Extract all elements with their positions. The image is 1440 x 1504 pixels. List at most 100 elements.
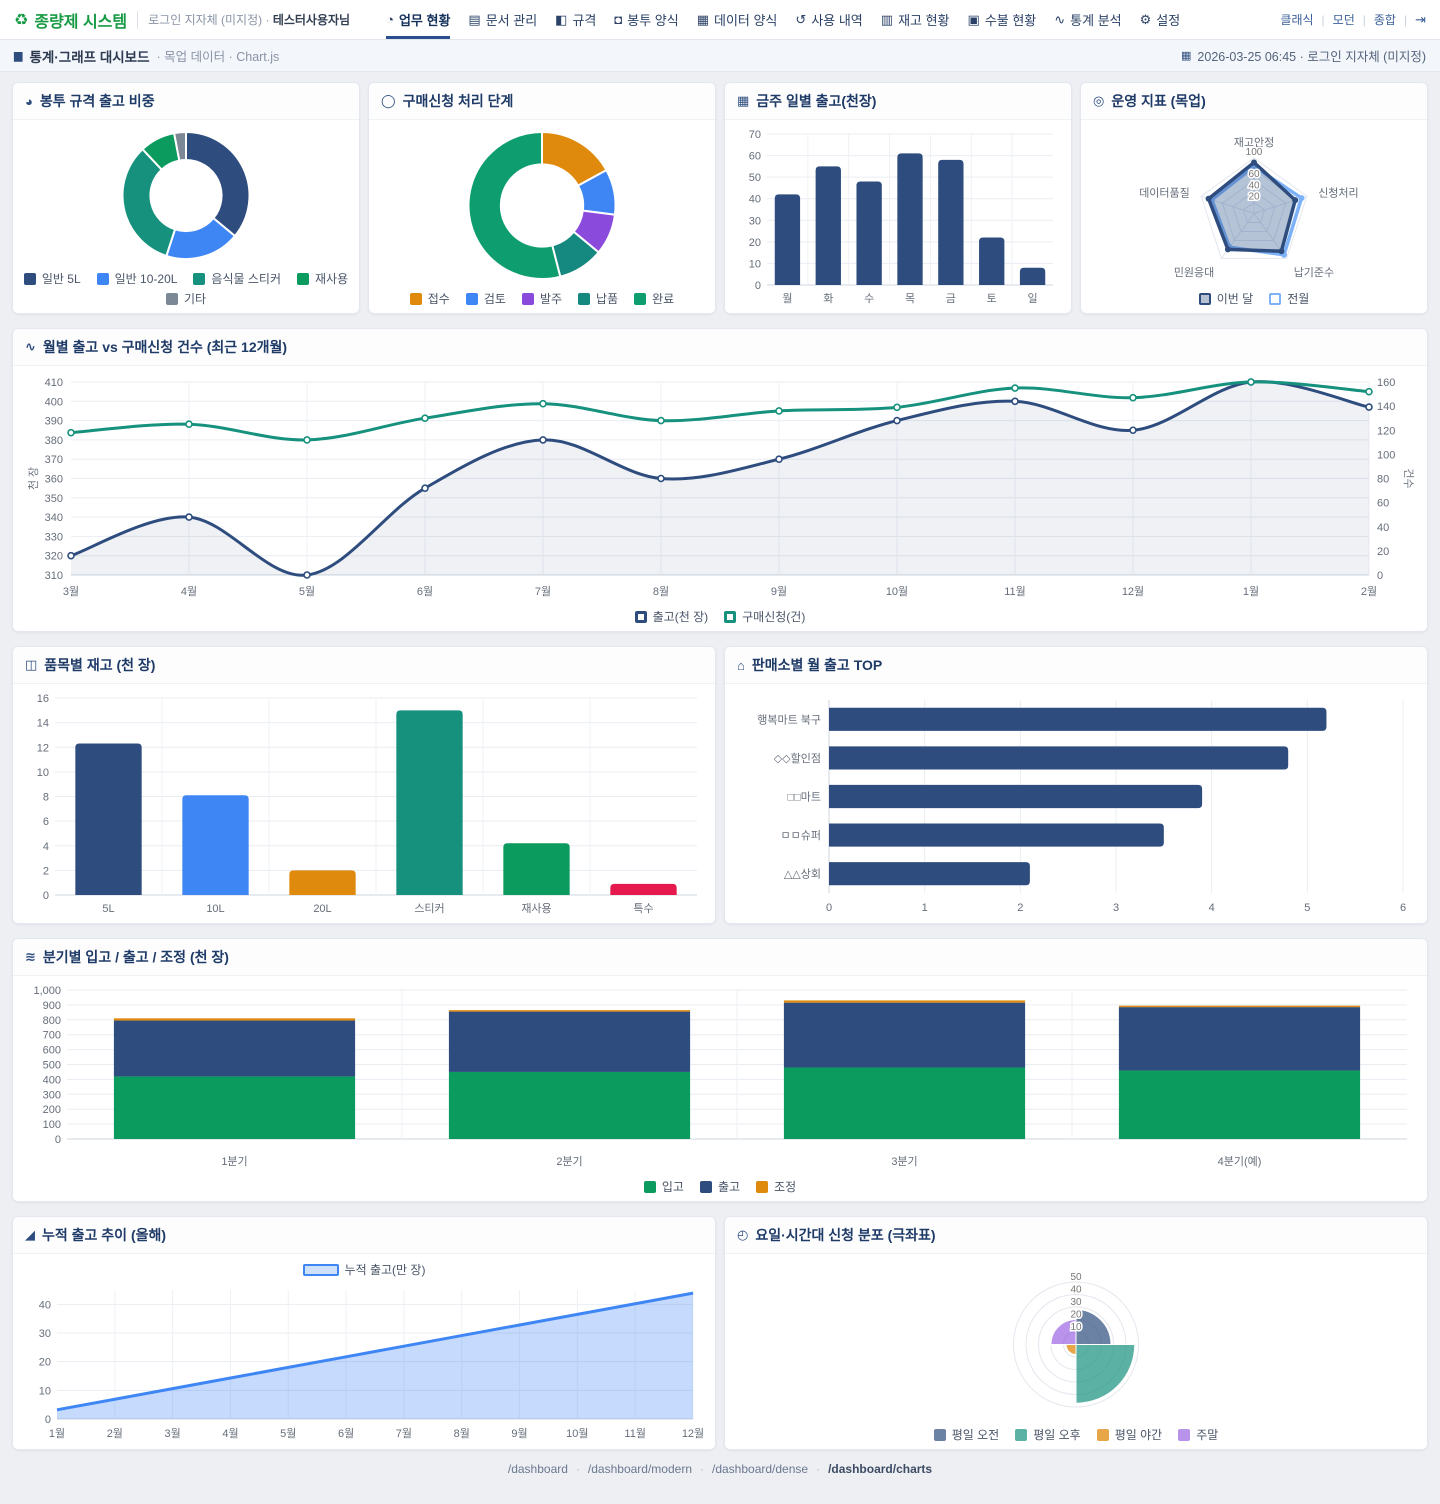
footer-link-1[interactable]: /dashboard/modern	[587, 1462, 692, 1476]
legend-swatch	[297, 272, 309, 285]
svg-text:3분기: 3분기	[891, 1155, 917, 1168]
brand[interactable]: ♻ 종량제 시스템	[14, 8, 127, 32]
card-title: 품목별 재고 (천 장)	[44, 657, 156, 673]
card-title: 금주 일별 출고(천장)	[756, 93, 877, 109]
svg-text:민원응대: 민원응대	[1174, 266, 1214, 279]
legend-item[interactable]: 출고(천 장)	[634, 608, 708, 625]
svg-text:20: 20	[1070, 1310, 1082, 1321]
page-title: 통계·그래프 대시보드	[29, 49, 150, 65]
legend-item[interactable]: 출고	[699, 1178, 740, 1195]
svg-text:16: 16	[37, 693, 49, 705]
svg-text:6월: 6월	[417, 585, 433, 598]
svg-text:60: 60	[749, 151, 761, 163]
legend-swatch	[756, 1180, 769, 1193]
legend-item[interactable]: 평일 오후	[1015, 1426, 1081, 1443]
inventory-status-icon: ▥	[880, 11, 894, 27]
card-purchase-stage: ◯ 구매신청 처리 단계 접수 검토 발주 납품 완료	[368, 82, 716, 314]
svg-text:5L: 5L	[102, 903, 114, 915]
svg-text:10: 10	[37, 767, 49, 779]
legend-swatch	[634, 292, 647, 305]
nav-envelope-forms[interactable]: ◘ 봉투 양식	[614, 12, 679, 28]
nav-inventory-status[interactable]: ▥ 재고 현황	[880, 11, 950, 29]
nav-work-status[interactable]: ◔ 업무 현황	[386, 0, 451, 39]
svg-text:천 장: 천 장	[26, 467, 40, 490]
svg-text:60: 60	[1248, 169, 1260, 180]
footer-link-2[interactable]: /dashboard/dense	[712, 1462, 809, 1476]
legend-item[interactable]: 평일 야간	[1096, 1426, 1162, 1443]
legend-item[interactable]: 전월	[1269, 290, 1309, 307]
legend-swatch	[409, 292, 422, 305]
legend-item[interactable]: 접수	[409, 290, 450, 307]
svg-text:2: 2	[1017, 902, 1023, 914]
svg-text:300: 300	[43, 1089, 61, 1101]
card-weekly-shipments: ▦ 금주 일별 출고(천장) 0 10 20 30 40 50 60 70 월 화 수 목 금 토 일	[724, 82, 1072, 314]
layers-icon: ≋	[25, 949, 36, 964]
logout-icon[interactable]: ⇥	[1415, 11, 1426, 27]
items-icon: ◫	[25, 657, 38, 672]
svg-text:310: 310	[45, 570, 63, 582]
nav-usage-history[interactable]: ↺ 사용 내역	[795, 11, 863, 29]
svg-text:20L: 20L	[313, 903, 331, 915]
legend-item[interactable]: 평일 오전	[933, 1426, 999, 1443]
doughnut-chart-purchase-stage: 접수 검토 발주 납품 완료	[377, 124, 707, 309]
legend-item[interactable]: 구매신청(건)	[724, 608, 805, 625]
nav-specs[interactable]: ◧ 규격	[555, 11, 597, 29]
bar-chart-weekly-shipments: 0 10 20 30 40 50 60 70 월 화 수 목 금 토 일	[733, 124, 1063, 309]
legend-item[interactable]: 이번 달	[1198, 290, 1253, 307]
legend-item[interactable]: 입고	[643, 1178, 684, 1195]
legend-item[interactable]: 조정	[756, 1178, 796, 1195]
legend-item[interactable]: 음식물 스티커	[193, 270, 281, 287]
legend-item[interactable]: 재사용	[297, 270, 348, 287]
legend-swatch	[165, 292, 178, 305]
nav-stats-analysis[interactable]: ∿ 통계 분석	[1054, 11, 1122, 29]
legend-item[interactable]: 검토	[465, 290, 506, 307]
mode-link-0[interactable]: 클래식	[1280, 13, 1314, 27]
dot-separator: ·	[575, 1462, 580, 1476]
legend-item[interactable]: 일반 10-20L	[96, 270, 177, 287]
nav-data-forms[interactable]: ▦ 데이터 양식	[696, 11, 778, 29]
svg-text:5월: 5월	[280, 1427, 296, 1440]
svg-text:1월: 1월	[1243, 585, 1259, 598]
svg-text:800: 800	[43, 1015, 61, 1027]
svg-text:20: 20	[749, 237, 761, 249]
legend-item[interactable]: 기타	[165, 290, 206, 307]
mode-link-2[interactable]: 종합	[1373, 13, 1396, 27]
nav-document-management[interactable]: ▤ 문서 관리	[468, 11, 538, 29]
svg-text:납기준수: 납기준수	[1294, 266, 1334, 279]
svg-text:11월: 11월	[1004, 585, 1026, 598]
breadcrumb-sub: · 목업 데이터 · Chart.js	[156, 50, 280, 64]
nav-ledger-status[interactable]: ▣ 수불 현황	[967, 11, 1037, 29]
nav-settings[interactable]: ⚙ 설정	[1139, 11, 1181, 29]
chart-icon: ▆	[14, 50, 23, 62]
mode-link-1[interactable]: 모던	[1332, 13, 1355, 27]
svg-text:금: 금	[946, 293, 956, 305]
svg-text:월: 월	[782, 292, 792, 305]
svg-text:410: 410	[45, 377, 63, 389]
legend-item[interactable]: 납품	[578, 290, 618, 307]
card-top-stores: ⌂ 판매소별 월 출고 TOP 0 1 2 3 4 5 6 행복마트 북구 ◇◇할인점 □□마트 ㅁㅁ…	[724, 646, 1428, 924]
legend-swatch	[643, 1180, 656, 1193]
divider: |	[1403, 12, 1408, 27]
svg-text:40: 40	[1248, 180, 1260, 191]
legend-item[interactable]: 주말	[1178, 1426, 1218, 1443]
row-cumulative-polar: ◢ 누적 출고 추이 (올해) 누적 출고(만 장) 0 10 20 30 40 1월 2월 3월…	[12, 1216, 1428, 1450]
work-status-icon: ◔	[386, 12, 394, 27]
legend-item[interactable]: 발주	[521, 290, 562, 307]
card-title: 봉투 규격 출고 비중	[39, 93, 155, 109]
card-title: 운영 지표 (목업)	[1111, 93, 1206, 109]
legend-item[interactable]: 누적 출고(만 장)	[302, 1261, 425, 1278]
svg-text:12: 12	[37, 742, 49, 754]
svg-text:70: 70	[749, 129, 761, 141]
legend-item[interactable]: 일반 5L	[23, 270, 81, 287]
svg-text:120: 120	[1377, 425, 1395, 437]
svg-text:12월: 12월	[1122, 585, 1144, 598]
footer-link-3[interactable]: /dashboard/charts	[828, 1462, 933, 1476]
legend-swatch	[1269, 292, 1282, 305]
legend-item[interactable]: 완료	[634, 290, 674, 307]
chart-legend: 이번 달 전월	[1089, 287, 1419, 309]
svg-text:80: 80	[1377, 474, 1389, 486]
row-monthly-trend: ∿ 월별 출고 vs 구매신청 건수 (최근 12개월) 310 320 330 340…	[12, 328, 1428, 632]
footer-link-0[interactable]: /dashboard	[507, 1462, 568, 1476]
chart-legend: 평일 오전 평일 오후 평일 야간 주말	[733, 1423, 1419, 1445]
